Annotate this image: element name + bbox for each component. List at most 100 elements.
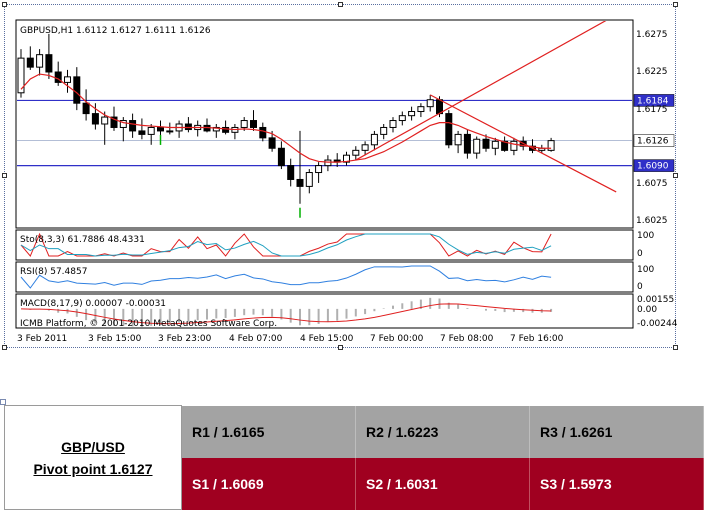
price-tag-label: 1.6090 [637, 162, 669, 172]
price-tag [633, 94, 675, 107]
price-tag-label: 1.6126 [637, 137, 669, 147]
candle-body [26, 57, 34, 68]
s3-label: S3 / 1.5973 [540, 475, 612, 492]
time-label: 7 Feb 16:00 [510, 334, 564, 344]
candle-body [17, 57, 25, 94]
macd-tick: -0.00244 [637, 319, 678, 329]
candle-body [287, 165, 295, 180]
pivot-point: Pivot point 1.6127 [33, 460, 153, 477]
candle-body [454, 133, 462, 146]
candle-body [426, 99, 434, 108]
stochastic-label: Sto(8,3,3) 61.7886 48.4331 [20, 235, 145, 245]
resize-handle[interactable] [673, 345, 678, 350]
pivot-table: GBP/USD Pivot point 1.6127 R1 / 1.6165 R… [4, 405, 704, 510]
candle-body [91, 113, 99, 125]
rsi-panel [15, 261, 634, 293]
resize-handle[interactable] [2, 345, 7, 350]
anchor-marker [0, 399, 6, 405]
candle-body [119, 120, 127, 128]
macd-label: MACD(8,17,9) 0.00007 -0.00031 [20, 299, 166, 309]
candle-body [463, 133, 471, 154]
candle-body [250, 120, 257, 128]
copyright-text: ICMB Platform, © 2001-2010 MetaQuotes So… [20, 319, 277, 329]
candle-body [259, 126, 267, 139]
stochastic-tick: 100 [637, 231, 654, 241]
main-price-panel [15, 19, 634, 229]
candle-body [45, 54, 53, 73]
macd-tick: 0.00 [637, 305, 657, 315]
resize-handle[interactable] [673, 2, 678, 7]
candle-body [82, 102, 90, 115]
candle-body [482, 138, 490, 149]
r3-label: R3 / 1.6261 [540, 423, 613, 440]
candle-body [408, 111, 416, 117]
moving-average-line [20, 73, 552, 163]
candle-body [491, 140, 499, 149]
resize-handle[interactable] [338, 2, 343, 7]
resize-handle[interactable] [2, 173, 7, 178]
resize-handle[interactable] [338, 345, 343, 350]
stochastic-d-line [20, 233, 552, 257]
main-plot [17, 21, 632, 218]
pair-cell: GBP/USD Pivot point 1.6127 [4, 405, 182, 510]
price-chart[interactable]: 1.6184 1.6090 1.6126 GBPUSD,H1 1.6112 1.61… [0, 0, 708, 352]
candle-body [370, 133, 378, 146]
candle-body [138, 130, 146, 135]
resistance-2: R2 / 1.6223 [355, 405, 530, 458]
macd-panel [15, 293, 634, 329]
s1-label: S1 / 1.6069 [192, 475, 264, 492]
candle-body [389, 120, 397, 128]
candle-body [147, 126, 155, 135]
resize-handle[interactable] [673, 173, 678, 178]
candle-body [110, 116, 118, 128]
candle-body [101, 116, 109, 125]
rsi-line [20, 265, 552, 289]
trend-line [429, 94, 617, 193]
candle-body [352, 149, 360, 156]
price-tick: 1.6275 [636, 30, 668, 40]
time-label: 4 Feb 07:00 [229, 334, 283, 344]
candle-body [240, 120, 248, 128]
resize-handle[interactable] [2, 2, 7, 7]
candle-body [296, 178, 304, 187]
time-label: 3 Feb 2011 [17, 334, 67, 344]
candle-body [343, 154, 350, 163]
pair-name: GBP/USD [61, 438, 125, 455]
symbol-header: GBPUSD,H1 1.6112 1.6127 1.6111 1.6126 [20, 26, 211, 36]
price-tick: 1.6025 [636, 216, 668, 226]
price-tag [633, 134, 675, 147]
candle-body [277, 147, 285, 167]
trend-line [355, 21, 607, 161]
rsi-label: RSI(8) 57.4857 [20, 267, 87, 277]
candle-body [268, 137, 276, 149]
stochastic-tick: 0 [637, 249, 643, 259]
candle-body [473, 138, 481, 154]
candle-body [157, 126, 164, 132]
candle-body [73, 76, 81, 104]
candle-body [547, 140, 555, 151]
price-tag [633, 159, 675, 172]
time-label: 3 Feb 23:00 [158, 334, 212, 344]
candle-body [398, 115, 406, 122]
macd-tick: 0.00155 [637, 295, 674, 305]
candle-body [315, 165, 323, 174]
candle-body [501, 140, 509, 151]
candle-body [129, 120, 137, 132]
candle-body [380, 126, 388, 135]
time-label: 7 Feb 00:00 [370, 334, 424, 344]
candle-body [305, 172, 313, 187]
price-tick: 1.6075 [636, 179, 668, 189]
r2-label: R2 / 1.6223 [366, 423, 439, 440]
candle-body [361, 144, 369, 151]
time-label: 3 Feb 15:00 [88, 334, 142, 344]
candle-body [184, 123, 192, 131]
candle-body [36, 54, 44, 68]
rsi-tick: 0 [637, 282, 643, 292]
candle-body [166, 130, 174, 133]
resistance-3: R3 / 1.6261 [529, 405, 704, 458]
price-tag-label: 1.6184 [637, 96, 669, 106]
support-1: S1 / 1.6069 [181, 457, 356, 510]
rsi-tick: 100 [637, 265, 654, 275]
price-tick: 1.6175 [636, 105, 668, 115]
candle-body [212, 126, 220, 132]
